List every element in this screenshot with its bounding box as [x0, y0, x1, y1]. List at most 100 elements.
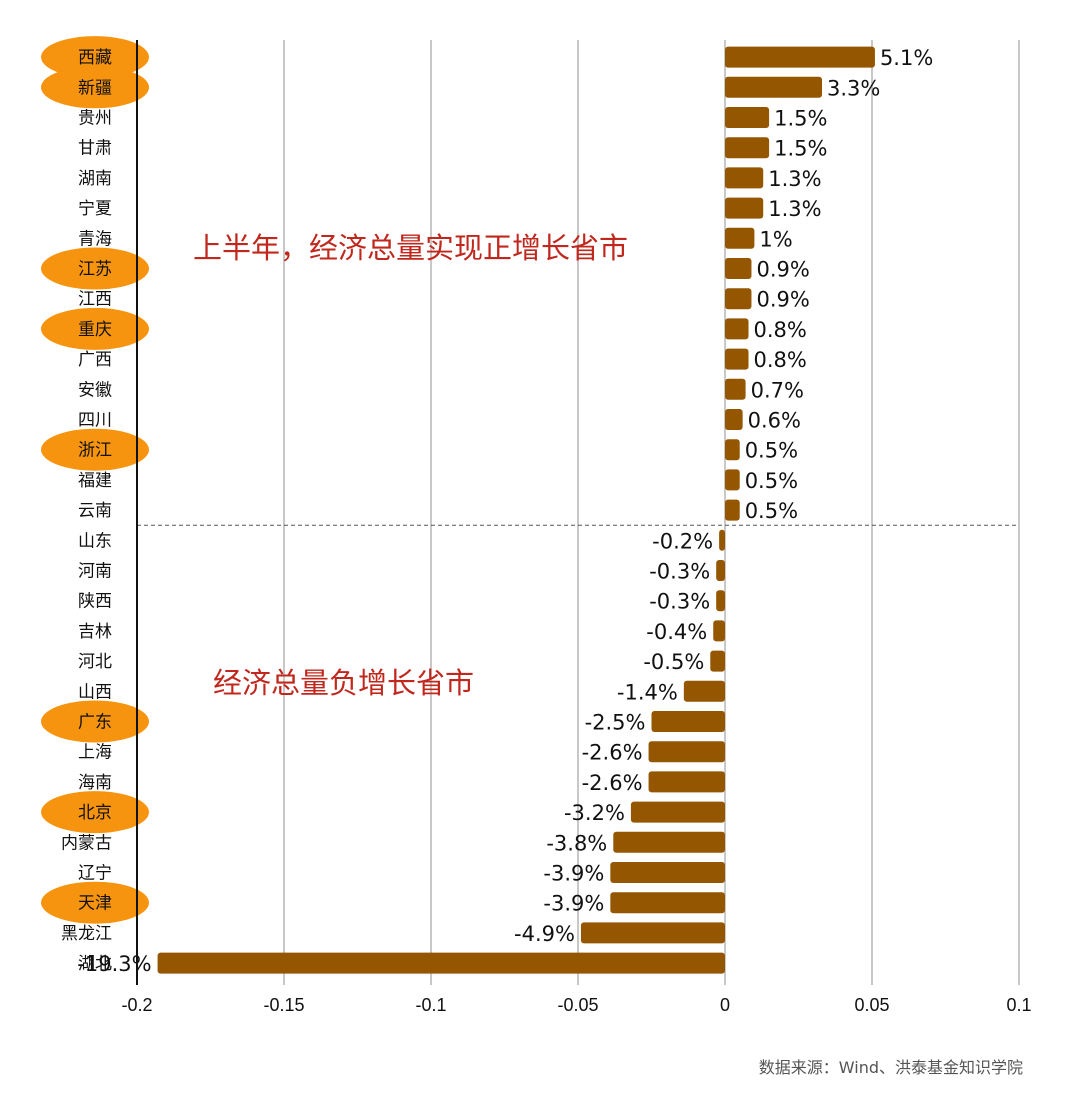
category-label: 重庆	[78, 320, 112, 340]
bar	[725, 439, 740, 461]
data-label: -0.3%	[649, 590, 710, 614]
data-label: -2.6%	[582, 741, 643, 765]
highlight-ovals	[41, 36, 149, 924]
category-label: 黑龙江	[61, 924, 112, 944]
bar	[725, 318, 749, 340]
data-label: -2.5%	[585, 711, 646, 735]
bar	[725, 348, 749, 370]
x-tick-label: -0.1	[415, 995, 446, 1015]
category-label: 湖北	[78, 954, 112, 974]
data-label: -3.9%	[543, 862, 604, 886]
bar	[710, 650, 725, 672]
axes	[136, 40, 1019, 985]
data-label: -1.4%	[617, 680, 678, 704]
data-label: 1.5%	[774, 137, 827, 161]
data-label: 0.9%	[756, 288, 809, 312]
highlight-oval	[41, 307, 149, 350]
source-note: 数据来源：Wind、洪泰基金知识学院	[759, 1058, 1023, 1077]
x-tick-label: -0.05	[557, 995, 598, 1015]
data-label: 0.5%	[745, 499, 798, 523]
highlight-oval	[41, 881, 149, 924]
data-label: -0.2%	[652, 529, 713, 553]
bar	[725, 288, 752, 310]
category-label: 江苏	[78, 260, 112, 280]
highlight-oval	[41, 700, 149, 743]
data-label: 0.7%	[751, 378, 804, 402]
category-label: 江西	[78, 290, 112, 310]
data-label: 3.3%	[827, 76, 880, 100]
bar	[683, 680, 725, 702]
category-label: 西藏	[78, 48, 112, 68]
category-label: 上海	[78, 743, 112, 763]
category-labels: 西藏新疆贵州甘肃湖南宁夏青海江苏江西重庆广西安徽四川浙江福建云南山东河南陕西吉林…	[61, 48, 112, 974]
highlight-oval	[41, 428, 149, 471]
bar	[651, 711, 725, 732]
category-label: 广西	[78, 350, 112, 370]
bar	[725, 46, 875, 68]
bar	[610, 862, 725, 883]
bar	[580, 922, 725, 944]
data-label: -0.4%	[646, 620, 707, 644]
category-label: 青海	[78, 229, 112, 249]
data-label: 0.5%	[745, 439, 798, 463]
bar	[725, 409, 743, 430]
category-label: 海南	[78, 773, 112, 793]
bar	[725, 469, 740, 491]
category-label: 吉林	[78, 622, 112, 642]
category-label: 山西	[78, 682, 112, 702]
x-tick-label: 0	[720, 995, 730, 1015]
bar	[725, 258, 752, 279]
category-label: 河南	[78, 562, 112, 582]
highlight-oval	[41, 791, 149, 834]
bar	[725, 227, 755, 249]
bar	[630, 801, 725, 823]
highlight-oval	[41, 36, 149, 79]
bar	[648, 771, 725, 793]
annotation-positive: 上半年，经济总量实现正增长省市	[193, 231, 628, 265]
x-tick-label: 0.05	[854, 995, 889, 1015]
category-label: 贵州	[78, 109, 112, 129]
data-label: 1%	[759, 227, 792, 251]
category-label: 广东	[78, 713, 112, 733]
data-label: 0.6%	[748, 409, 801, 433]
x-tick-label: -0.15	[263, 995, 304, 1015]
data-label: -0.5%	[643, 650, 704, 674]
data-label: -2.6%	[582, 771, 643, 795]
bar	[725, 137, 770, 159]
category-label: 福建	[78, 471, 112, 491]
highlight-oval	[41, 66, 149, 109]
data-label: 5.1%	[880, 46, 933, 70]
category-label: 甘肃	[78, 139, 112, 159]
bar	[713, 620, 725, 642]
category-label: 四川	[78, 411, 112, 431]
bar	[725, 378, 746, 400]
category-label: 云南	[78, 501, 112, 521]
bar	[610, 892, 725, 914]
highlight-oval	[41, 247, 149, 290]
category-label: 新疆	[78, 78, 112, 98]
data-labels: 5.1%3.3%1.5%1.5%1.3%1.3%1%0.9%0.9%0.8%0.…	[77, 46, 933, 976]
data-label: 1.3%	[768, 167, 821, 191]
grid-lines	[283, 40, 1020, 985]
bar	[648, 741, 725, 763]
category-label: 北京	[78, 803, 112, 823]
data-label: 1.5%	[774, 107, 827, 131]
bar	[725, 197, 764, 219]
category-label: 内蒙古	[61, 833, 112, 853]
category-label: 河北	[78, 652, 112, 672]
bars	[157, 46, 875, 974]
annotation-negative: 经济总量负增长省市	[213, 666, 474, 700]
data-label: 0.5%	[745, 469, 798, 493]
x-tick-labels: -0.2 -0.15 -0.1 -0.05 0 0.05 0.1	[121, 995, 1031, 1015]
data-label: -3.2%	[564, 801, 625, 825]
category-label: 安徽	[78, 380, 112, 400]
category-label: 陕西	[78, 592, 112, 612]
bar	[725, 167, 764, 189]
data-label: 0.9%	[756, 258, 809, 282]
bar	[719, 529, 725, 551]
x-tick-label: 0.1	[1006, 995, 1031, 1015]
data-label: -19.3%	[77, 952, 151, 976]
bar	[157, 952, 725, 974]
category-label: 山东	[78, 531, 112, 551]
